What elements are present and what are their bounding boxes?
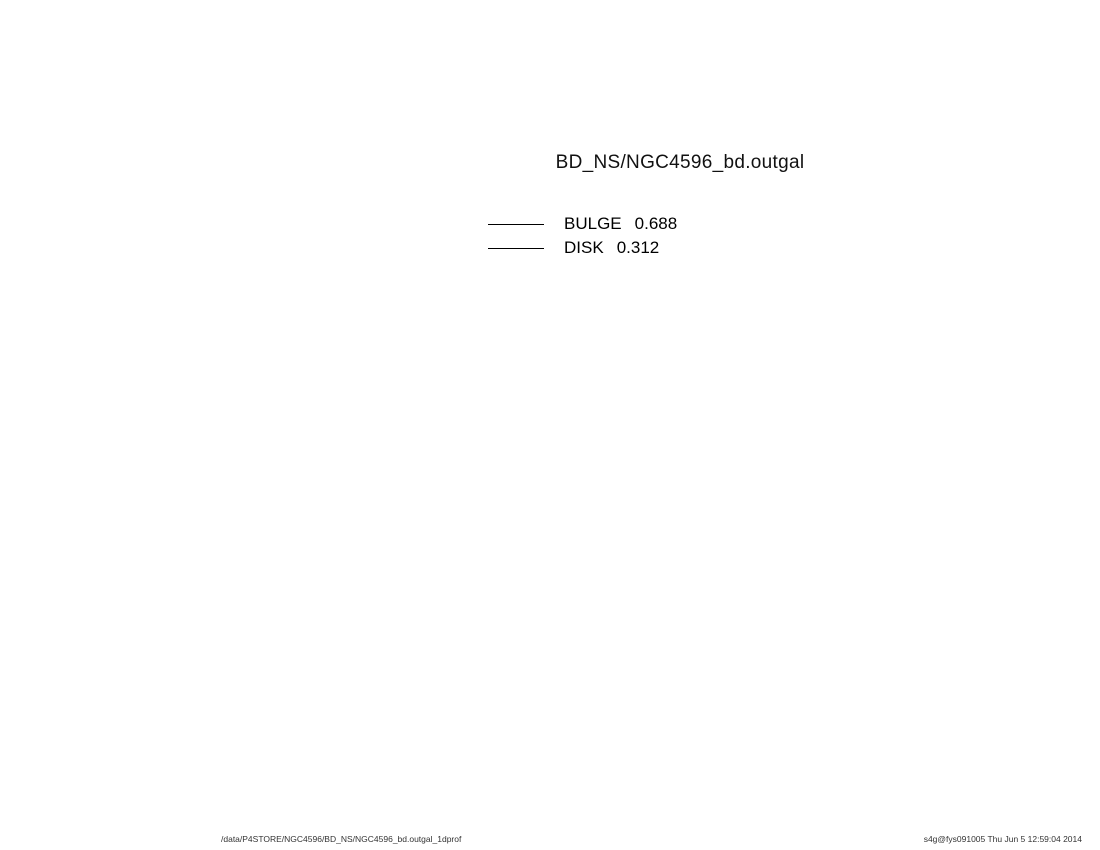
page-title: BD_NS/NGC4596_bd.outgal	[555, 152, 805, 173]
legend-value-bulge: 0.688	[634, 214, 678, 233]
footer-user-timestamp: s4g@fys091005 Thu Jun 5 12:59:04 2014	[923, 834, 1082, 844]
footer-file-path: /data/P4STORE/NGC4596/BD_NS/NGC4596_bd.o…	[221, 834, 462, 844]
legend-row-disk: DISK 0.312	[488, 236, 677, 260]
disk-line-swatch	[488, 247, 544, 249]
bulge-line-swatch	[488, 223, 544, 225]
legend-label-bulge: BULGE	[564, 214, 622, 233]
legend-row-bulge: BULGE 0.688	[488, 212, 677, 236]
legend-value-disk: 0.312	[616, 238, 660, 257]
legend-label-disk: DISK	[564, 238, 604, 257]
legend: BULGE 0.688 DISK 0.312	[488, 212, 677, 260]
